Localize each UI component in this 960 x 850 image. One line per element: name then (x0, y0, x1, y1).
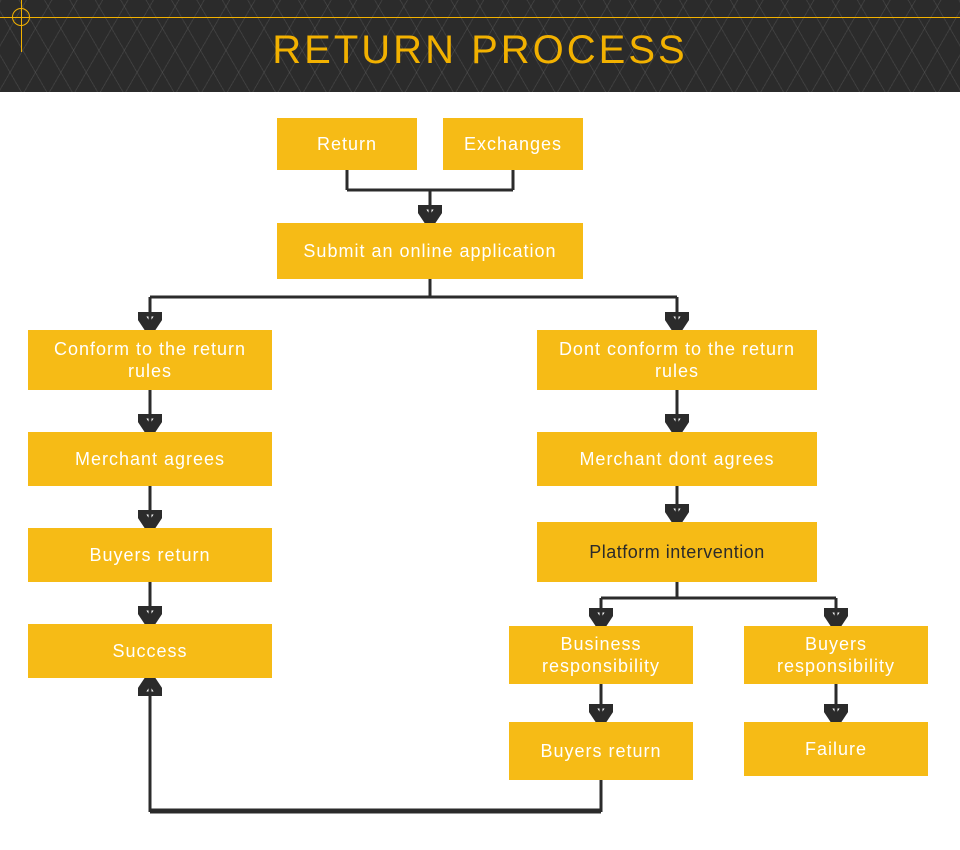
flow-node-m_dont: Merchant dont agrees (537, 432, 817, 486)
flow-node-success: Success (28, 624, 272, 678)
flow-node-platform: Platform intervention (537, 522, 817, 582)
flow-node-conform: Conform to the return rules (28, 330, 272, 390)
page-title: RETURN PROCESS (272, 28, 687, 73)
flow-node-failure: Failure (744, 722, 928, 776)
flow-node-buyers_ret1: Buyers return (28, 528, 272, 582)
flow-node-biz_resp: Business responsibility (509, 626, 693, 684)
flow-node-buy_resp: Buyers responsibility (744, 626, 928, 684)
flow-node-buyers_ret2: Buyers return (509, 722, 693, 780)
flow-node-dontconform: Dont conform to the return rules (537, 330, 817, 390)
flow-node-m_agree: Merchant agrees (28, 432, 272, 486)
flow-node-exchanges: Exchanges (443, 118, 583, 170)
header-corner-circle-icon (12, 8, 30, 26)
flow-node-submit: Submit an online application (277, 223, 583, 279)
page-header: RETURN PROCESS (0, 0, 960, 100)
flowchart-stage: Return Exchanges Submit an online applicat… (0, 100, 960, 850)
flow-node-return: Return (277, 118, 417, 170)
header-rule-horizontal (0, 17, 960, 18)
